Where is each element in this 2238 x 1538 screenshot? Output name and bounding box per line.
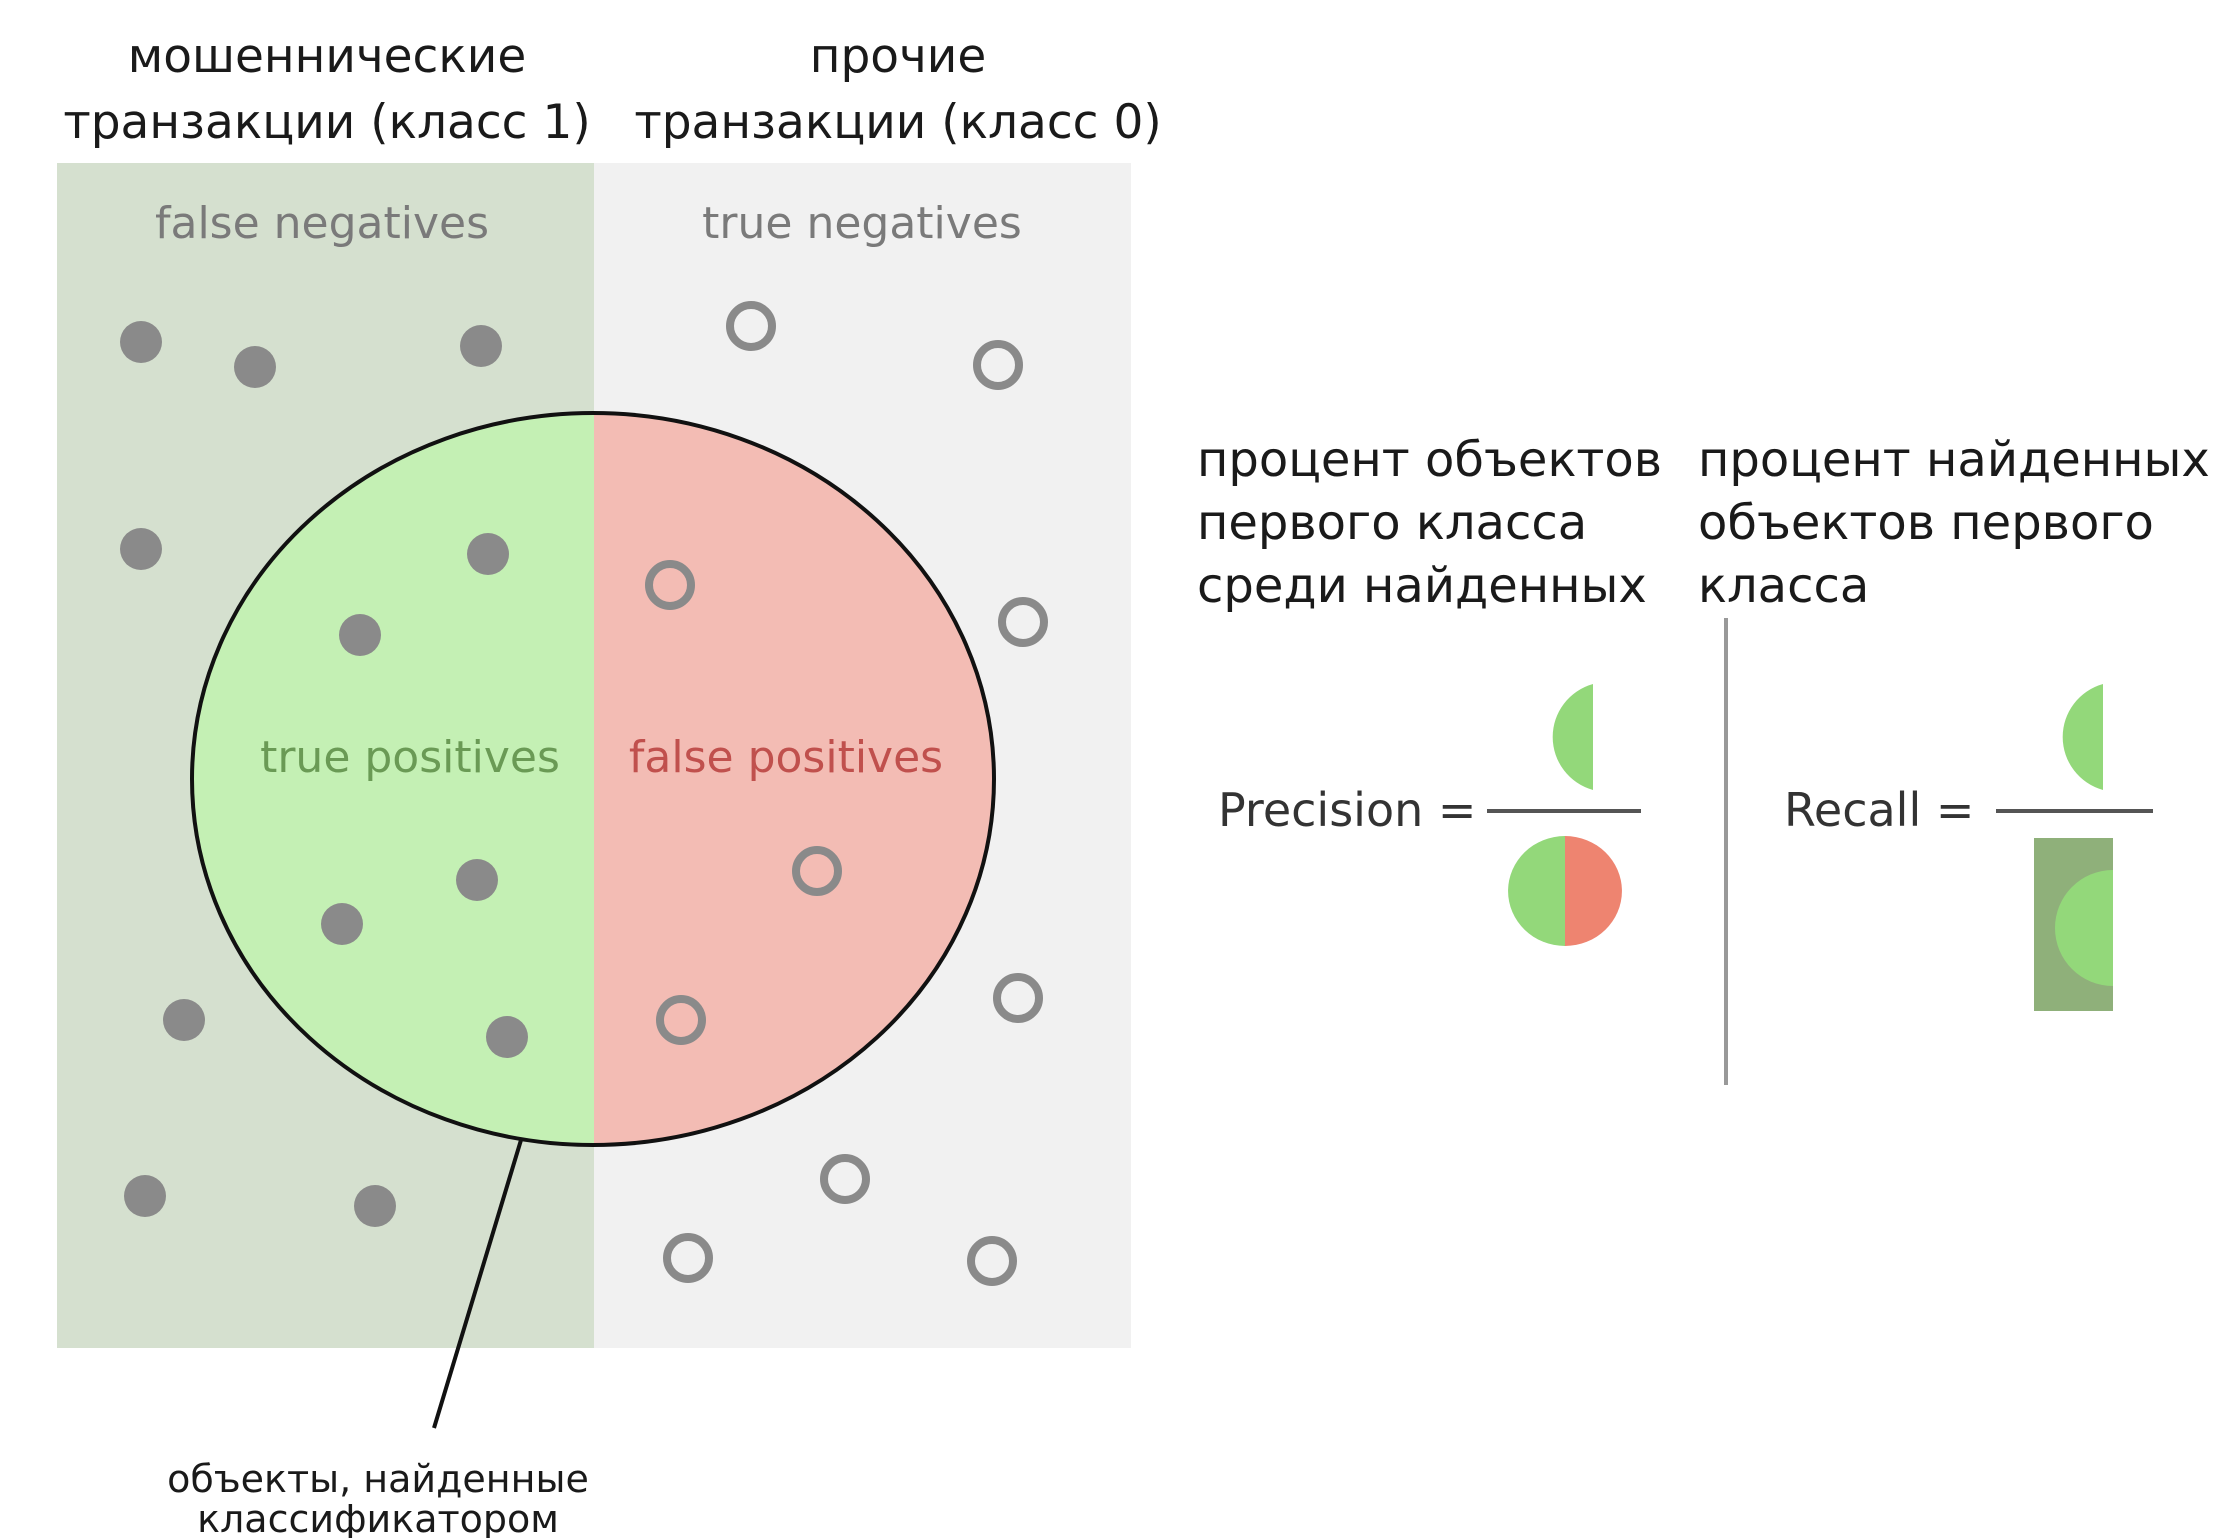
false-positives-area bbox=[594, 413, 994, 1145]
class0-point bbox=[726, 301, 776, 351]
class0-header-line1: прочие bbox=[810, 29, 987, 84]
false-negatives-label: false negatives bbox=[155, 198, 489, 249]
class1-point bbox=[467, 533, 509, 575]
class1-header-line1: мошеннические bbox=[128, 29, 527, 84]
class1-point bbox=[120, 528, 162, 570]
precision-desc-line3: среди найденных bbox=[1197, 558, 1647, 614]
class1-point bbox=[456, 859, 498, 901]
recall-denominator-half-circle-icon bbox=[2055, 870, 2113, 986]
class0-point bbox=[645, 560, 695, 610]
class1-header-line2: транзакции (класс 1) bbox=[63, 95, 590, 150]
precision-desc-line1: процент объектов bbox=[1197, 432, 1662, 488]
false-positives-label: false positives bbox=[629, 732, 943, 783]
selection-outline bbox=[190, 411, 996, 1147]
class0-point bbox=[967, 1236, 1017, 1286]
class0-header-line2: транзакции (класс 0) bbox=[634, 95, 1161, 150]
recall-numerator-half-circle-icon bbox=[2062, 684, 2103, 790]
class1-point bbox=[120, 321, 162, 363]
class1-point bbox=[354, 1185, 396, 1227]
class0-point bbox=[656, 995, 706, 1045]
precision-denominator-green-half-icon bbox=[1508, 836, 1565, 946]
class1-points bbox=[120, 321, 528, 1227]
class0-point bbox=[792, 846, 842, 896]
class1-point bbox=[163, 999, 205, 1041]
class1-point bbox=[321, 903, 363, 945]
class1-point bbox=[124, 1175, 166, 1217]
recall-desc-line3: класса bbox=[1698, 558, 1869, 614]
precision-desc-line2: первого класса bbox=[1197, 495, 1587, 551]
true-positives-label: true positives bbox=[260, 732, 560, 783]
class0-point bbox=[998, 597, 1048, 647]
precision-numerator-half-circle-icon bbox=[1552, 684, 1593, 790]
class1-point bbox=[339, 614, 381, 656]
recall-desc-line2: объектов первого bbox=[1698, 495, 2154, 551]
precision-label: Precision = bbox=[1218, 783, 1476, 837]
class0-point bbox=[993, 973, 1043, 1023]
selection-caption-line1: объекты, найденные bbox=[167, 1457, 589, 1501]
precision-denominator-red-half-icon bbox=[1565, 836, 1622, 946]
class1-point bbox=[460, 325, 502, 367]
class0-points bbox=[645, 301, 1048, 1286]
class0-point bbox=[973, 340, 1023, 390]
selection-pointer-line bbox=[432, 1139, 523, 1429]
class0-point bbox=[820, 1154, 870, 1204]
class0-point bbox=[663, 1233, 713, 1283]
class1-point bbox=[234, 346, 276, 388]
true-negatives-label: true negatives bbox=[702, 198, 1022, 249]
true-positives-area bbox=[192, 413, 594, 1145]
class1-point bbox=[486, 1016, 528, 1058]
recall-label: Recall = bbox=[1784, 783, 1974, 837]
selection-caption-line2: классификатором bbox=[197, 1497, 559, 1538]
recall-desc-line1: процент найденных bbox=[1698, 432, 2210, 488]
